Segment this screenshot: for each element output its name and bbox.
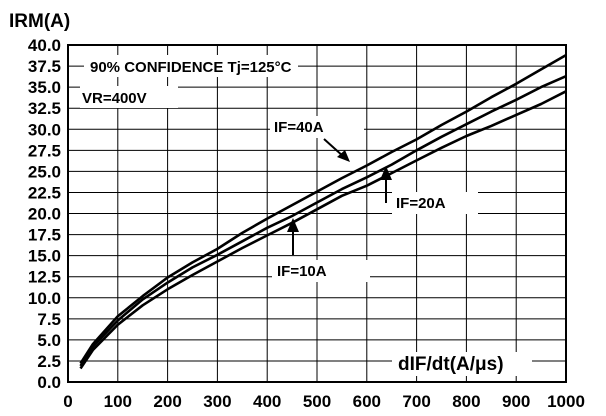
if40-arrow-head <box>337 150 350 162</box>
if20-label-box <box>392 192 478 214</box>
y-tick-label: 37.5 <box>28 57 61 76</box>
series-line-if-10a <box>79 90 567 370</box>
series-line-if-20a <box>79 75 567 367</box>
if40-label-box <box>270 116 364 138</box>
y-axis-title: IRM(A) <box>9 11 70 32</box>
if10-arrow-head <box>287 218 299 232</box>
x-tick-label: 400 <box>253 392 281 411</box>
tick-labels: 0 100 200 300 400 500 600 700 800 900 1000 0.0 2.5 5.… <box>28 36 585 411</box>
if10-label-box <box>272 260 370 282</box>
y-tick-label: 7.5 <box>37 310 61 329</box>
series-lines <box>79 53 567 370</box>
y-tick-label: 15.0 <box>28 247 61 266</box>
y-tick-label: 30.0 <box>28 120 61 139</box>
x-tick-label: 200 <box>153 392 181 411</box>
x-tick-label: 100 <box>104 392 132 411</box>
series-label-if40: IF=40A <box>274 119 324 136</box>
series-label-if10: IF=10A <box>277 263 327 280</box>
x-tick-label: 1000 <box>547 392 585 411</box>
y-tick-label: 35.0 <box>28 78 61 97</box>
x-tick-label: 800 <box>452 392 480 411</box>
x-tick-label: 500 <box>303 392 331 411</box>
x-axis-title: dIF/dt(A/μs) <box>398 354 504 375</box>
confidence-note: 90% CONFIDENCE Tj=125°C <box>90 59 292 76</box>
x-tick-label: 300 <box>203 392 231 411</box>
y-tick-label: 25.0 <box>28 162 61 181</box>
y-tick-label: 17.5 <box>28 226 61 245</box>
voltage-note: VR=400V <box>82 90 147 107</box>
x-tick-label: 700 <box>402 392 430 411</box>
y-tick-label: 0.0 <box>37 373 61 392</box>
x-axis-title-box <box>392 352 532 376</box>
y-tick-label: 20.0 <box>28 205 61 224</box>
plot-frame <box>67 44 567 383</box>
y-tick-label: 22.5 <box>28 183 61 202</box>
y-tick-label: 5.0 <box>37 331 61 350</box>
y-tick-label: 40.0 <box>28 36 61 55</box>
y-tick-label: 27.5 <box>28 141 61 160</box>
y-tick-label: 32.5 <box>28 99 61 118</box>
y-tick-label: 10.0 <box>28 289 61 308</box>
series-label-if20: IF=20A <box>396 195 446 212</box>
x-tick-label: 0 <box>63 392 72 411</box>
confidence-note-box <box>84 55 298 77</box>
x-tick-label: 900 <box>502 392 530 411</box>
y-tick-label: 2.5 <box>37 352 61 371</box>
y-tick-label: 12.5 <box>28 268 61 287</box>
voltage-note-box <box>80 86 178 108</box>
x-tick-label: 600 <box>353 392 381 411</box>
series-line-if-40a <box>79 53 567 365</box>
if20-arrow-head <box>380 166 392 180</box>
